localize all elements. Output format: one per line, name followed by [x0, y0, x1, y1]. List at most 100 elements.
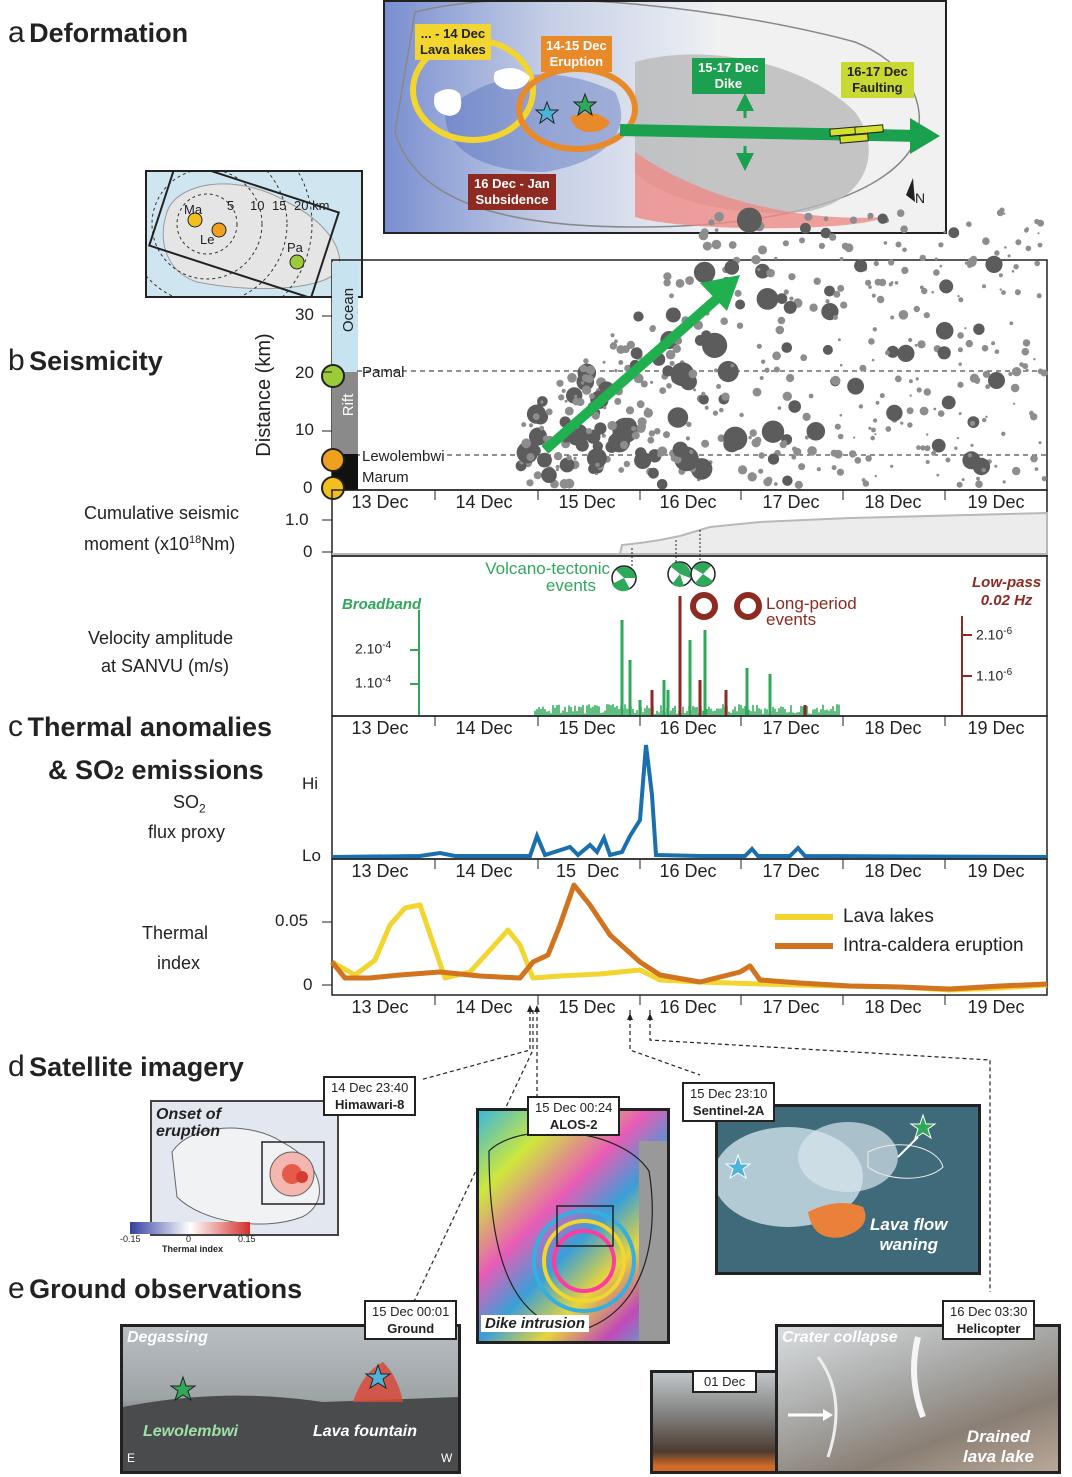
seismic-event: [1029, 410, 1034, 416]
panel-letter: b: [8, 344, 25, 377]
sentinel-caption-1: Lava flow: [870, 1215, 948, 1234]
seismic-event: [702, 332, 728, 358]
date-label: 16 Dec: [659, 492, 717, 512]
seismic-event: [1021, 347, 1030, 356]
seismic-event: [521, 438, 532, 449]
seismic-event: [874, 474, 877, 478]
seismic-event: [773, 482, 778, 486]
seismic-event: [693, 388, 697, 392]
seismic-event: [752, 387, 762, 397]
seismic-event: [822, 344, 833, 355]
seismic-event: [791, 454, 797, 460]
seismic-event: [708, 219, 715, 226]
seismic-event: [701, 439, 710, 448]
dist-10: 10: [250, 198, 265, 213]
alos-image: Dike intrusion: [476, 1108, 670, 1344]
seismic-event: [714, 228, 719, 233]
panel-title: Satellite imagery: [29, 1052, 244, 1082]
seismic-event: [854, 457, 862, 464]
seismic-event: [714, 368, 718, 373]
seismic-event: [937, 410, 945, 417]
seismic-event: [956, 436, 960, 440]
himawari-image: Onset of eruption: [150, 1100, 339, 1236]
seismic-event: [939, 279, 954, 294]
seismic-event: [776, 293, 788, 304]
seismic-event: [982, 237, 990, 245]
panel-d-heading: d Satellite imagery: [8, 1050, 244, 1084]
seismic-event: [717, 360, 739, 383]
seismic-event: [781, 342, 793, 353]
seismic-event: [701, 391, 706, 396]
seismic-event: [1022, 363, 1029, 370]
seismic-event: [586, 448, 607, 469]
photo-01dec-time: 01 Dec: [704, 1374, 746, 1389]
seismic-event: [982, 417, 987, 423]
seismic-event: [935, 322, 954, 340]
seismic-event: [833, 290, 841, 298]
seismic-event: [1014, 289, 1021, 296]
date-label: 15 Dec: [558, 492, 616, 512]
seismic-event: [998, 273, 1003, 278]
lava-lakes-text: Lava lakes: [420, 42, 486, 57]
seismic-event: [773, 366, 780, 373]
seismic-event: [1034, 218, 1040, 225]
subsidence-label: 16 Dec - Jan Subsidence: [468, 174, 556, 210]
seismic-event: [973, 323, 985, 335]
seismic-event: [602, 360, 606, 364]
so2-label-2: flux proxy: [148, 822, 226, 842]
seismic-event: [885, 426, 892, 432]
seismic-event: [847, 377, 864, 395]
seismic-event: [964, 327, 967, 330]
thermal-label-1: Thermal: [142, 923, 209, 943]
dike-text: Dike: [714, 76, 743, 91]
seismic-event: [920, 445, 926, 451]
seismic-event: [669, 293, 674, 299]
seismic-event: [788, 400, 801, 413]
seismic-event: [607, 420, 617, 431]
so2-label-sub: 2: [199, 801, 206, 816]
seismic-event: [548, 410, 553, 415]
seismic-event: [1001, 431, 1006, 436]
helicopter-photo: Crater collapse Drained lava lake: [775, 1324, 1061, 1474]
seismic-event: [900, 225, 908, 233]
seismic-event: [1022, 339, 1031, 347]
seismic-event: [894, 281, 899, 285]
velocity-bars: [534, 596, 840, 716]
seismic-event: [610, 333, 615, 338]
station-le: Le: [200, 232, 215, 247]
seismic-event: [896, 209, 905, 217]
seismic-event: [559, 457, 575, 473]
faulting-date: 16-17 Dec: [847, 64, 908, 79]
seismic-event: [921, 287, 928, 295]
seismic-event: [985, 384, 990, 390]
seismic-event: [867, 217, 870, 220]
seismic-event: [749, 429, 757, 437]
seismic-event: [736, 207, 762, 233]
seismic-event: [685, 436, 691, 441]
seismic-event: [820, 227, 832, 239]
seismic-event: [555, 464, 560, 469]
lp-2: events: [766, 610, 817, 629]
seismic-event: [636, 423, 646, 433]
seismic-event: [764, 367, 770, 373]
vel-right-tick-1-val: 1.10: [976, 667, 1004, 684]
seismic-event: [620, 417, 637, 435]
seismic-event: [831, 465, 837, 471]
seismic-event: [663, 431, 670, 439]
seismic-event: [794, 480, 803, 489]
seismic-event: [1036, 293, 1042, 299]
seismic-event: [916, 387, 922, 393]
helicopter-caption-tl: Crater collapse: [782, 1329, 898, 1346]
thermal-plot: [322, 858, 1048, 996]
seismic-event: [666, 383, 672, 389]
seismic-event: [981, 467, 986, 473]
panel-title: Thermal anomalies: [27, 712, 273, 742]
himawari-time: 14 Dec 23:40: [331, 1080, 409, 1095]
seismic-event: [981, 344, 989, 352]
seismic-event: [802, 412, 811, 421]
seismic-event: [558, 394, 565, 401]
seismic-event: [572, 397, 581, 406]
himawari-svg: [171, 1127, 325, 1225]
ground-time: 15 Dec 00:01: [372, 1304, 450, 1319]
